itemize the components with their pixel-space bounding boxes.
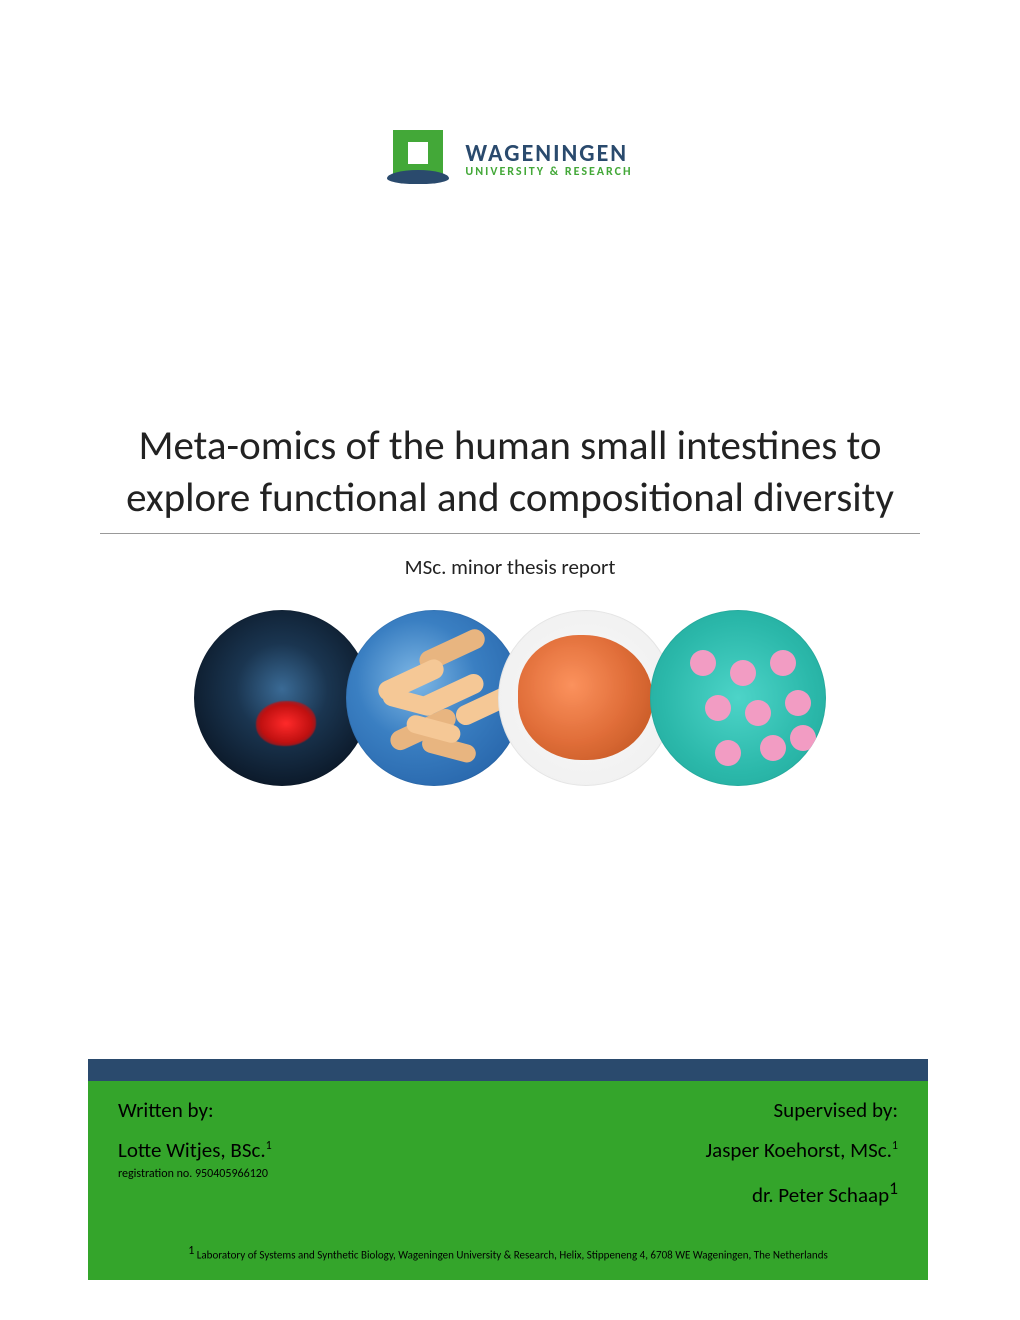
written-by-label: Written by: xyxy=(118,1097,272,1123)
author-column: Written by: Lotte Witjes, BSc.1 registra… xyxy=(118,1097,272,1208)
cover-circle-bacilli-icon xyxy=(346,610,522,786)
cover-image-row xyxy=(100,610,920,786)
document-title: Meta-omics of the human small intestines… xyxy=(100,420,920,534)
author-name: Lotte Witjes, BSc.1 xyxy=(118,1137,272,1163)
supervised-by-label: Supervised by: xyxy=(705,1097,898,1123)
footer-content: Written by: Lotte Witjes, BSc.1 registra… xyxy=(88,1081,928,1236)
supervisor-2-name: dr. Peter Schaap xyxy=(752,1182,889,1208)
supervisor-2-sup: 1 xyxy=(889,1177,898,1199)
document-subtitle: MSc. minor thesis report xyxy=(100,554,920,580)
cover-circle-intestines-icon xyxy=(194,610,370,786)
supervisor-1: Jasper Koehorst, MSc.1 xyxy=(705,1137,898,1163)
affiliation-footnote: 1 Laboratory of Systems and Synthetic Bi… xyxy=(88,1236,928,1280)
cover-circle-cocci-icon xyxy=(650,610,826,786)
author-name-text: Lotte Witjes, BSc. xyxy=(118,1137,266,1163)
affiliation-text: Laboratory of Systems and Synthetic Biol… xyxy=(194,1249,828,1262)
logo-text: WAGENINGEN UNIVERSITY & RESEARCH xyxy=(465,141,632,179)
registration-number: registration no. 950405966120 xyxy=(118,1167,272,1181)
cover-circle-cluster-icon xyxy=(498,610,674,786)
logo-institution-name: WAGENINGEN xyxy=(465,141,632,166)
supervisor-1-sup: 1 xyxy=(892,1139,898,1153)
footer-band: Written by: Lotte Witjes, BSc.1 registra… xyxy=(88,1059,928,1280)
supervisor-2: dr. Peter Schaap1 xyxy=(705,1177,898,1208)
footer-accent-bar xyxy=(88,1059,928,1081)
institution-logo: WAGENINGEN UNIVERSITY & RESEARCH xyxy=(100,130,920,190)
author-sup: 1 xyxy=(266,1139,272,1153)
supervisor-1-name: Jasper Koehorst, MSc. xyxy=(705,1137,891,1163)
logo-mark-icon xyxy=(387,130,449,190)
logo-institution-subline: UNIVERSITY & RESEARCH xyxy=(465,166,632,179)
supervisor-column: Supervised by: Jasper Koehorst, MSc.1 dr… xyxy=(705,1097,898,1208)
